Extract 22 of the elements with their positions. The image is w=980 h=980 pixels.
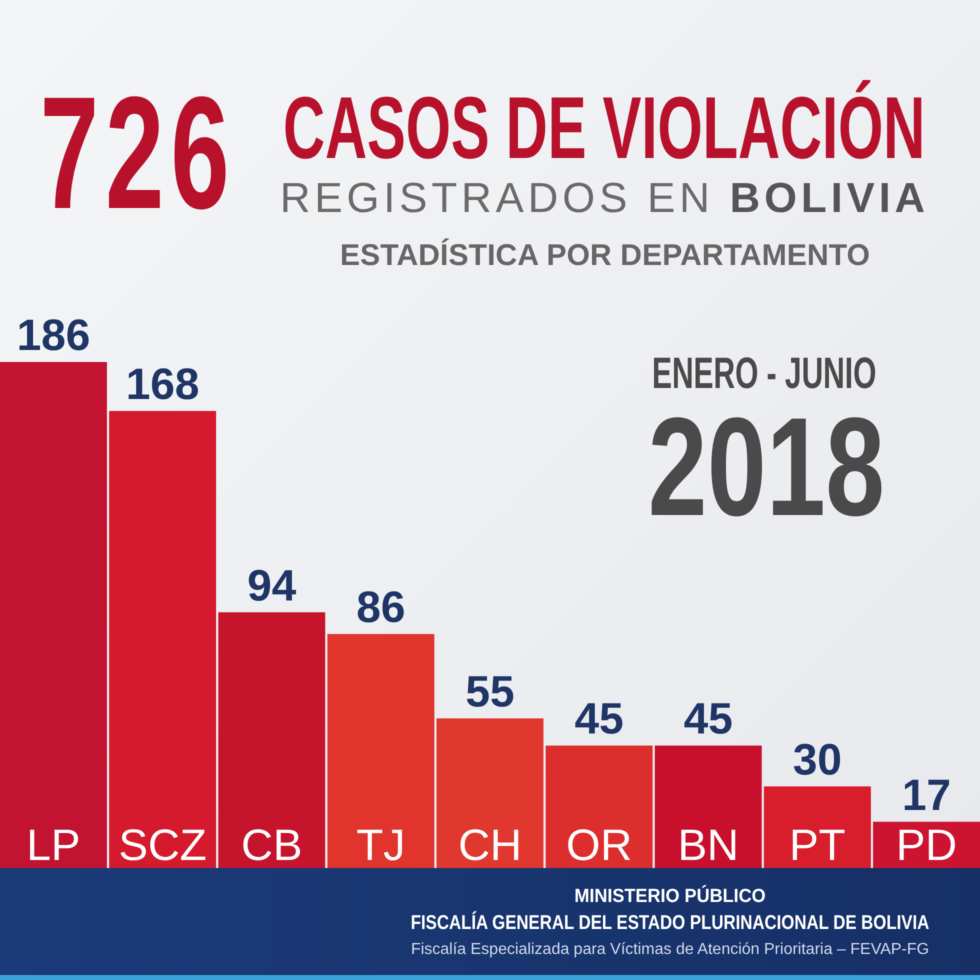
x-tick-label: PT [789, 821, 846, 870]
x-tick-label: CH [458, 821, 522, 870]
data-label: 86 [356, 583, 406, 632]
x-tick-label: LP [26, 821, 80, 870]
text: MINISTERIO PÚBLICO [574, 884, 766, 906]
data-label: 55 [466, 667, 514, 716]
text: Fiscalía Especializada para Víctimas de Atención Prioritaria – FEVAP-FG [410, 941, 930, 958]
data-label: 45 [684, 694, 733, 744]
x-tick-label: CB [241, 821, 302, 870]
data-label: 94 [247, 561, 297, 610]
data-label: 17 [902, 770, 951, 820]
data-label: 45 [574, 694, 624, 744]
text: REGISTRADOS EN BOLIVIA ESTADÍSTICA POR DEPARTAMENTO [280, 174, 925, 272]
data-label: 186 [16, 311, 90, 360]
data-label: 30 [792, 735, 842, 784]
x-tick-label: BN [678, 821, 739, 870]
x-tick-label: OR [566, 821, 632, 870]
x-tick-label: TJ [356, 821, 406, 870]
text: FISCALÍA GENERAL DEL ESTADO PLURINACIONAL DE BOLIVIA [410, 910, 930, 934]
x-tick-label: PD [896, 821, 958, 870]
data-label: 168 [126, 360, 200, 409]
x-tick-label: SCZ [118, 821, 207, 870]
